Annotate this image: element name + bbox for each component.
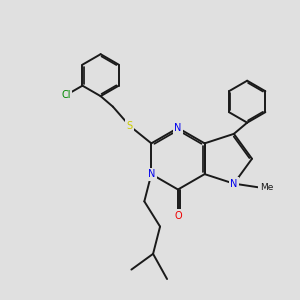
Text: N: N [174,123,182,133]
Text: Cl: Cl [61,90,70,100]
Text: O: O [174,211,182,221]
Text: N: N [230,178,238,189]
Text: N: N [148,169,155,179]
Text: Me: Me [260,183,273,192]
Text: S: S [127,121,133,131]
